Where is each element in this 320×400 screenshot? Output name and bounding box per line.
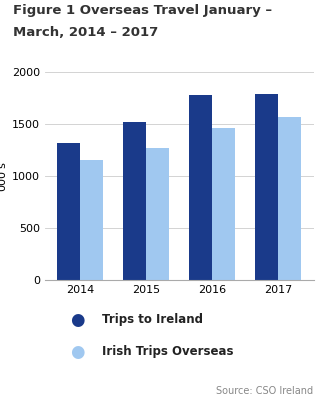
Text: ●: ●: [70, 311, 85, 329]
Bar: [123, 122, 146, 280]
Text: Irish Trips Overseas: Irish Trips Overseas: [102, 346, 234, 358]
Bar: [146, 148, 169, 280]
Bar: [255, 94, 278, 280]
Text: March, 2014 – 2017: March, 2014 – 2017: [13, 26, 158, 39]
Bar: [278, 117, 301, 280]
Bar: [57, 143, 80, 280]
Bar: [189, 95, 212, 280]
Text: Figure 1 Overseas Travel January –: Figure 1 Overseas Travel January –: [13, 4, 272, 17]
Y-axis label: 000's: 000's: [0, 161, 8, 191]
Text: ●: ●: [70, 343, 85, 361]
Text: Trips to Ireland: Trips to Ireland: [102, 314, 204, 326]
Text: Source: CSO Ireland: Source: CSO Ireland: [216, 386, 314, 396]
Bar: [212, 128, 235, 280]
Bar: [80, 160, 103, 280]
